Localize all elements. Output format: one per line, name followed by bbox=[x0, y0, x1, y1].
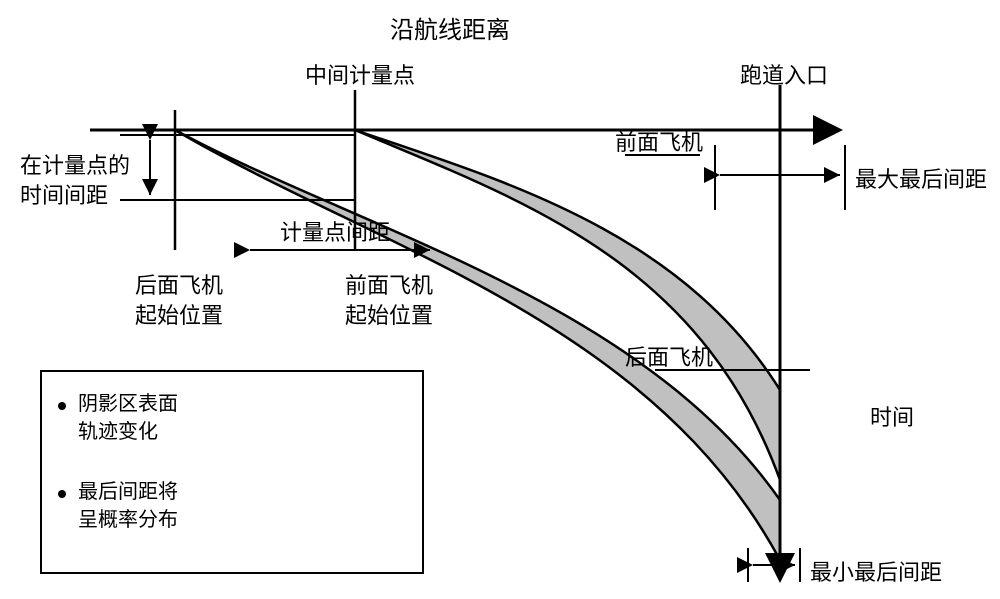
rear-start-label-2: 起始位置 bbox=[135, 298, 223, 330]
max-gap-label: 最大最后间距 bbox=[855, 162, 987, 194]
legend1-l2: 轨迹变化 bbox=[78, 418, 158, 446]
legend1-l1: 阴影区表面 bbox=[78, 390, 178, 418]
legend2-l1: 最后间距将 bbox=[78, 478, 178, 506]
min-gap-label: 最小最后间距 bbox=[810, 555, 942, 587]
front-plane-label: 前面飞机 bbox=[615, 125, 703, 157]
time-gap-label-2: 时间间距 bbox=[20, 178, 108, 210]
title: 沿航线距离 bbox=[390, 10, 510, 45]
time-axis-label: 时间 bbox=[870, 400, 914, 432]
legend2-l2: 呈概率分布 bbox=[78, 506, 178, 534]
rear-plane-label: 后面飞机 bbox=[625, 340, 713, 372]
rear-start-label-1: 后面飞机 bbox=[135, 268, 223, 300]
bullet-icon bbox=[58, 490, 66, 498]
diagram-canvas: 沿航线距离 中间计量点 跑道入口 在计量点的 时间间距 计量点间距 后面飞机 起… bbox=[0, 0, 1000, 599]
time-gap-label-1: 在计量点的 bbox=[20, 148, 130, 180]
front-start-label-1: 前面飞机 bbox=[345, 268, 433, 300]
midpoint-label: 中间计量点 bbox=[305, 58, 415, 90]
measure-gap-label: 计量点间距 bbox=[280, 215, 390, 247]
front-start-label-2: 起始位置 bbox=[345, 298, 433, 330]
threshold-label: 跑道入口 bbox=[740, 58, 828, 90]
bullet-icon bbox=[58, 402, 66, 410]
